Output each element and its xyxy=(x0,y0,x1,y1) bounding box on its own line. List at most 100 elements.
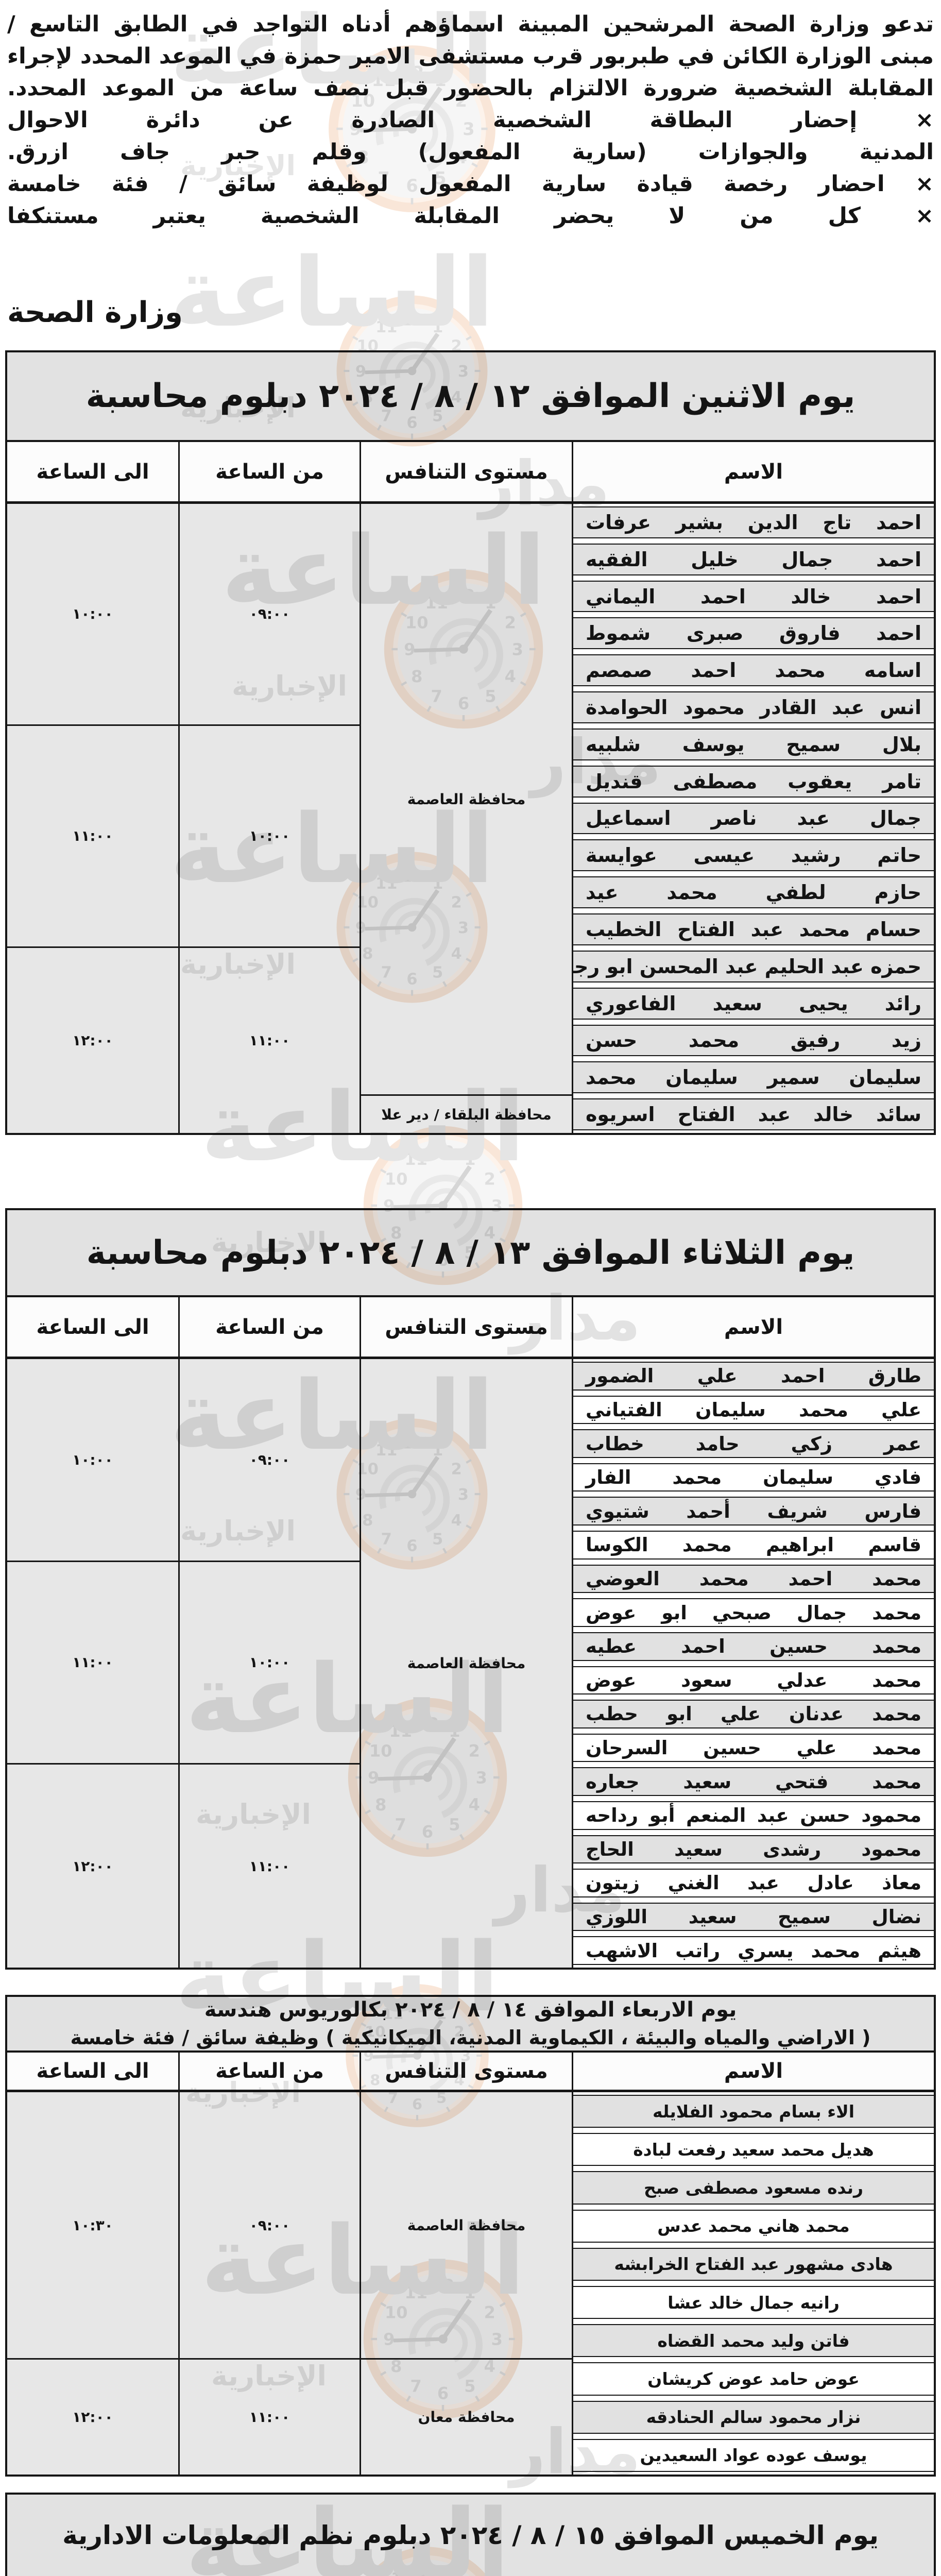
table-title-text: يوم الاثنين الموافق ١٢ / ٨ / ٢٠٢٤ دبلوم … xyxy=(85,377,856,415)
candidate-name-cell: تامر يعقوب مصطفى قنديل xyxy=(572,762,934,800)
time-from-cell: ١٠:٠٠ xyxy=(178,1562,360,1765)
table-header-row: الاسم مستوى التنافس من الساعة الى الساعة xyxy=(7,2053,934,2092)
time-to-cell: ١٢:٠٠ xyxy=(7,947,178,1133)
time-to-cell: ١٠:٠٠ xyxy=(7,504,178,726)
time-to-cell: ١١:٠٠ xyxy=(7,1562,178,1765)
candidate-name-cell: نزار محمود سالم الحنادقه xyxy=(572,2398,934,2436)
candidate-name: محمود رشدى سعيد الحاج xyxy=(586,1838,921,1860)
candidate-name-cell: بلال سميح يوسف شلبيه xyxy=(572,725,934,763)
candidate-name-cell: حمزه عبد الحليم عبد المحسن ابو رجب xyxy=(554,947,934,985)
time-from-cell: ١١:٠٠ xyxy=(178,2360,360,2475)
candidate-name: عوض حامد عوض كريشان xyxy=(647,2368,860,2389)
candidate-name-cell: فاتن وليد محمد القضاه xyxy=(572,2321,934,2360)
announcement-line: × احضار رخصة قيادة سارية المفعول لوظيفة … xyxy=(7,171,934,197)
candidate-name: يوسف عوده عواد السعيدين xyxy=(640,2445,867,2466)
candidate-name-cell: احمد خالد احمد اليماني xyxy=(572,578,934,615)
table-title: يوم الاثنين الموافق ١٢ / ٨ / ٢٠٢٤ دبلوم … xyxy=(7,352,934,442)
candidate-name: محمد فتحي سعيد جعاره xyxy=(586,1770,921,1793)
table-title: يوم الخميس الموافق ١٥ / ٨ / ٢٠٢٤ دبلوم ن… xyxy=(7,2495,934,2576)
announcement-line: تدعو وزارة الصحة المرشحين المبينة اسماؤه… xyxy=(7,11,934,37)
candidate-name-cell: رائد يحيى سعيد الفاعوري xyxy=(572,985,934,1022)
candidate-name: فاتن وليد محمد القضاه xyxy=(657,2330,850,2351)
candidate-name-cell: علي محمد سليمان الفتياني xyxy=(572,1393,934,1427)
candidate-name-cell: سليمان سمير سليمان محمد xyxy=(572,1059,934,1096)
competition-level-cell: محافظة العاصمة xyxy=(360,1359,572,1968)
candidate-name: نزار محمود سالم الحنادقه xyxy=(646,2407,861,2428)
table-title-text: يوم الاربعاء الموافق ١٤ / ٨ / ٢٠٢٤ بكالو… xyxy=(204,1998,737,2022)
candidate-name: هادى مشهور عبد الفتاح الخرابشه xyxy=(614,2254,893,2275)
candidate-name-cell: هديل محمد سعيد رفعت لبادة xyxy=(572,2130,934,2169)
candidate-name: الاء بسام محمود الفلايله xyxy=(652,2101,855,2122)
column-header-from: من الساعة xyxy=(178,1297,360,1357)
candidate-name-cell: يوسف عوده عواد السعيدين xyxy=(572,2436,934,2475)
time-from-cell: ١١:٠٠ xyxy=(178,947,360,1133)
announcement-line: مبنى الوزارة الكائن في طبربور قرب مستشفى… xyxy=(7,43,934,69)
candidate-name: معاذ عادل عبد الغني زيتون xyxy=(586,1872,921,1894)
column-header-to: الى الساعة xyxy=(36,2059,149,2083)
competition-level-cell: محافظة البلقاء / دير علا xyxy=(360,1096,572,1133)
candidate-name: حاتم رشيد عيسى عوايسة xyxy=(586,844,921,867)
column-header-to: الى الساعة xyxy=(36,460,149,484)
candidate-name-cell: محمود حسن عبد المنعم أبو رداحه xyxy=(572,1798,934,1833)
candidate-name: محمد حسين احمد عطيه xyxy=(586,1635,921,1658)
table-title-text: يوم الثلاثاء الموافق ١٣ / ٨ / ٢٠٢٤ دبلوم… xyxy=(86,1233,855,1272)
candidate-name-cell: عمر زكي حامد خطاب xyxy=(572,1427,934,1461)
time-to-cell: ١٢:٠٠ xyxy=(7,2360,178,2475)
candidate-name: حسام محمد عبد الفتاح الخطيب xyxy=(586,918,921,941)
candidate-name: احمد جمال خليل الفقيه xyxy=(586,548,921,571)
candidate-name: زيد رفيق محمد حسن xyxy=(586,1029,921,1052)
time-to-cell: ١٠:٠٠ xyxy=(7,1359,178,1562)
candidate-name: تامر يعقوب مصطفى قنديل xyxy=(586,770,921,793)
candidate-name: بلال سميح يوسف شلبيه xyxy=(586,733,921,756)
candidate-name-cell: احمد فاروق صبرى شموط xyxy=(572,615,934,652)
candidate-name-cell: رانيه جمال خالد عشا xyxy=(572,2283,934,2322)
table-header-row: الاسم مستوى التنافس من الساعة الى الساعة xyxy=(7,1297,934,1359)
candidate-name-cell: رنده مسعود مصطفى صبح xyxy=(572,2168,934,2207)
table-header-row: الاسم مستوى التنافس من الساعة الى الساعة xyxy=(7,442,934,504)
candidate-name: احمد خالد احمد اليماني xyxy=(586,585,921,608)
candidate-name-cell: انس عبد القادر محمود الحوامدة xyxy=(572,689,934,726)
candidate-name-cell: محمد علي حسين السرحان xyxy=(572,1731,934,1765)
column-header-to: الى الساعة xyxy=(36,1315,149,1339)
candidate-name: محمد علي حسين السرحان xyxy=(586,1737,921,1759)
column-header-from: من الساعة xyxy=(178,2053,360,2090)
candidate-name-cell: الاء بسام محمود الفلايله xyxy=(572,2092,934,2131)
candidate-name: محمد جمال صبحي ابو عوض xyxy=(586,1601,921,1624)
schedule-table-1: يوم الاثنين الموافق ١٢ / ٨ / ٢٠٢٤ دبلوم … xyxy=(5,350,936,1135)
time-to-cell: ١١:٠٠ xyxy=(7,725,178,948)
table-subtitle-text: ( الاراضي والمياه والبيئة ، الكيماوية ال… xyxy=(70,2026,871,2049)
time-from-cell: ٠٩:٠٠ xyxy=(178,2092,360,2360)
table-title-text: يوم الخميس الموافق ١٥ / ٨ / ٢٠٢٤ دبلوم ن… xyxy=(62,2520,879,2550)
candidate-name-cell: احمد تاج الدين بشير عرفات xyxy=(572,504,934,541)
competition-level-cell: محافظة معان xyxy=(360,2360,572,2475)
candidate-name-cell: محمود رشدى سعيد الحاج xyxy=(572,1832,934,1867)
announcement-line: × كل من لا يحضر المقابلة الشخصية يعتبر م… xyxy=(7,203,934,229)
schedule-table-4: يوم الخميس الموافق ١٥ / ٨ / ٢٠٢٤ دبلوم ن… xyxy=(5,2493,936,2576)
candidate-name: فارس شريف أحمد شتيوي xyxy=(586,1500,921,1522)
table-body: الاء بسام محمود الفلايله هديل محمد سعيد ر… xyxy=(7,2092,934,2475)
time-to-cell: ١٢:٠٠ xyxy=(7,1765,178,1968)
candidate-name: عمر زكي حامد خطاب xyxy=(586,1432,921,1455)
candidate-name-cell: قاسم ابراهيم محمد الكوسا xyxy=(572,1528,934,1562)
candidate-name: حازم لطفي محمد عيد xyxy=(586,881,921,904)
candidate-name: رائد يحيى سعيد الفاعوري xyxy=(586,992,921,1015)
candidate-name: سائد خالد عبد الفتاح اسريوه xyxy=(586,1103,921,1126)
candidate-name: فادي سليمان محمد الفار xyxy=(586,1466,921,1489)
time-from-cell: ١٠:٠٠ xyxy=(178,725,360,948)
candidate-name: محمد عدنان علي ابو حطب xyxy=(586,1703,921,1725)
candidate-name: اسامه محمد احمد صمصم xyxy=(586,659,921,682)
candidate-name-cell: محمد عدلي سعود عوض xyxy=(572,1663,934,1698)
column-header-name: الاسم xyxy=(572,1297,934,1357)
announcement-line: المقابلة الشخصية ضرورة الالتزام بالحضور … xyxy=(7,75,934,101)
candidate-name-cell: هادى مشهور عبد الفتاح الخرابشه xyxy=(572,2245,934,2283)
column-header-level: مستوى التنافس xyxy=(360,442,572,501)
candidate-name: محمد عدلي سعود عوض xyxy=(586,1669,921,1691)
time-from-cell: ٠٩:٠٠ xyxy=(178,504,360,726)
table-body: طارق احمد علي الضمور علي محمد سليمان الفت… xyxy=(7,1359,934,1968)
column-header-from: من الساعة xyxy=(178,442,360,501)
candidate-name: حمزه عبد الحليم عبد المحسن ابو رجب xyxy=(553,955,921,978)
candidate-name-cell: جمال عبد ناصر اسماعيل xyxy=(572,800,934,837)
candidate-name: احمد فاروق صبرى شموط xyxy=(586,622,921,645)
candidate-name-cell: سائد خالد عبد الفتاح اسريوه xyxy=(572,1096,934,1133)
